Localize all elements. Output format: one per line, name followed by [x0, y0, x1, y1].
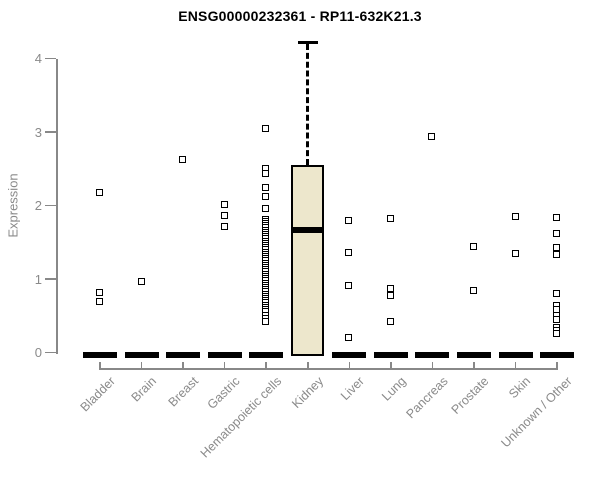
x-axis-tick-label: Kidney — [288, 374, 326, 411]
boxplot-flat-box — [124, 352, 159, 359]
boxplot-flat-box — [540, 352, 575, 359]
x-axis-tick — [431, 361, 434, 369]
y-axis-tick-label: 0 — [34, 345, 42, 361]
x-axis-tick — [514, 361, 517, 369]
data-point — [469, 242, 477, 250]
x-axis-tick — [473, 361, 475, 369]
x-axis-tick — [348, 361, 351, 369]
y-axis-tick-label: 2 — [34, 198, 42, 214]
data-point — [220, 200, 228, 208]
boxplot-flat-box — [83, 352, 117, 359]
data-point — [345, 282, 353, 290]
x-axis-tick-label: Brain — [128, 374, 160, 405]
boxplot-flat-box — [415, 352, 450, 359]
data-point — [553, 214, 561, 222]
x-axis-tick — [99, 361, 101, 369]
boxplot-flat-box — [332, 352, 367, 359]
boxplot-whisker — [306, 44, 310, 166]
data-point — [511, 250, 519, 258]
data-point — [553, 289, 561, 297]
x-axis-line — [99, 368, 559, 370]
boxplot-median — [291, 226, 325, 233]
y-axis-tick-label: 1 — [34, 271, 42, 287]
data-point — [386, 285, 394, 293]
x-axis-tick-label: Breast — [165, 374, 202, 410]
data-point — [386, 214, 394, 222]
boxplot-flat-box — [498, 352, 533, 359]
data-point — [553, 330, 561, 338]
data-point — [220, 222, 228, 230]
boxplot-box — [291, 165, 325, 356]
data-point — [345, 217, 353, 225]
y-axis-tick-label: 3 — [34, 124, 42, 140]
data-point — [262, 183, 270, 191]
boxplot-flat-box — [373, 352, 408, 359]
data-point — [96, 289, 103, 297]
y-axis-tick — [45, 204, 56, 207]
y-axis-line — [56, 58, 58, 354]
y-axis-tick — [45, 57, 56, 60]
data-point — [386, 317, 394, 325]
x-axis-tick — [556, 361, 558, 369]
boxplot-whisker-cap — [297, 41, 318, 45]
data-point — [179, 156, 187, 164]
boxplot-flat-box — [249, 352, 284, 359]
y-axis-tick — [45, 131, 56, 133]
data-point — [469, 286, 477, 294]
data-point — [428, 133, 436, 141]
boxplot-flat-box — [207, 352, 242, 359]
x-axis-tick — [182, 361, 184, 369]
data-point — [262, 192, 270, 200]
x-axis-tick-label: Gastric — [204, 374, 243, 412]
x-axis-tick-label: Pancreas — [403, 374, 451, 422]
y-axis-tick — [45, 351, 56, 354]
data-point — [553, 250, 561, 258]
data-point — [262, 125, 270, 133]
chart-title: ENSG00000232361 - RP11-632K21.3 — [178, 8, 422, 24]
data-point — [262, 317, 270, 325]
data-point — [511, 212, 519, 220]
boxplot-flat-box — [456, 352, 491, 359]
x-axis-tick-label: Lung — [379, 374, 409, 404]
x-axis-tick-label: Hematopoietic cells — [197, 374, 285, 461]
data-point — [345, 249, 353, 257]
x-axis-tick-label: Bladder — [77, 374, 118, 415]
data-point — [345, 333, 353, 341]
data-point — [96, 297, 103, 305]
data-point — [386, 292, 394, 299]
data-point — [96, 189, 103, 197]
x-axis-tick — [265, 361, 267, 369]
boxplot-flat-box — [166, 352, 201, 359]
data-point — [137, 278, 145, 286]
data-point — [553, 244, 561, 252]
data-point — [262, 169, 270, 177]
y-axis-tick-label: 4 — [34, 51, 42, 67]
x-axis-tick-label: Skin — [506, 374, 534, 402]
y-axis-tick — [45, 278, 56, 280]
data-point — [553, 315, 561, 323]
data-point — [220, 211, 228, 219]
x-axis-tick-label: Prostate — [449, 374, 492, 417]
x-axis-tick — [390, 361, 392, 369]
data-point — [553, 230, 561, 238]
x-axis-tick — [223, 361, 226, 369]
x-axis-tick — [140, 361, 143, 369]
data-point — [262, 205, 270, 213]
x-axis-tick — [307, 361, 309, 369]
x-axis-tick-label: Liver — [338, 374, 368, 404]
